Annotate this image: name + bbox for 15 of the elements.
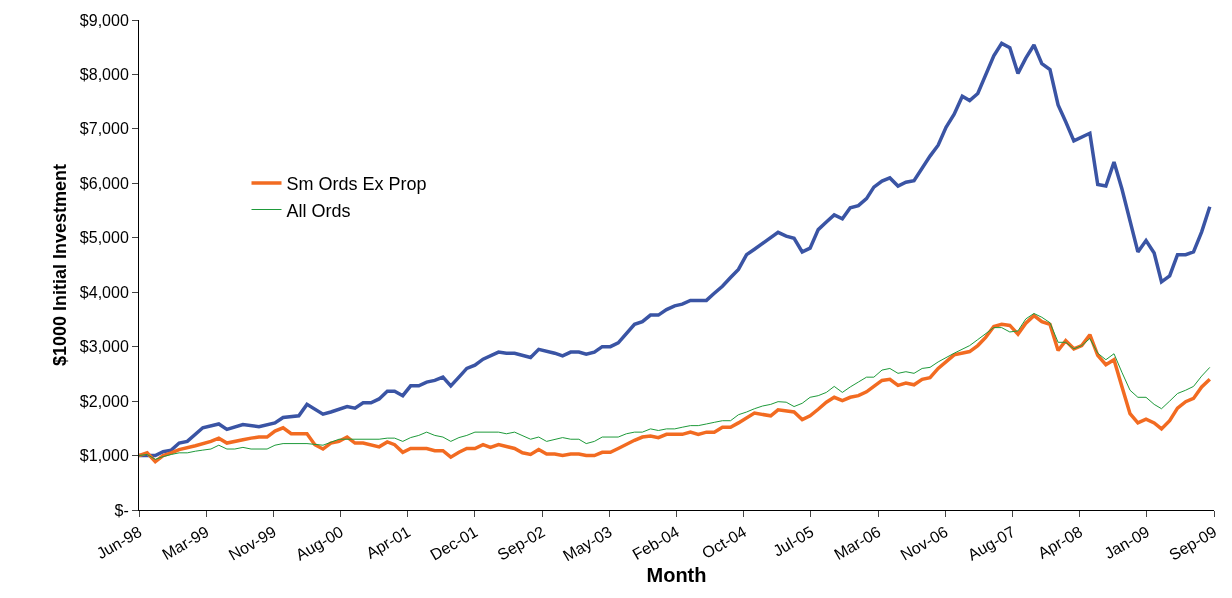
y-tick-label: $9,000: [79, 11, 129, 29]
y-tick-label: $8,000: [79, 66, 129, 84]
y-tick-label: $-: [114, 501, 129, 519]
y-tick-label: $1,000: [79, 447, 129, 465]
y-tick-label: $2,000: [79, 392, 129, 410]
y-tick-label: $5,000: [79, 229, 129, 247]
y-tick-label: $3,000: [79, 338, 129, 356]
line-series: [139, 41, 1212, 458]
y-tick-label: $7,000: [79, 120, 129, 138]
y-tick-label: $4,000: [79, 283, 129, 301]
x-axis-title: Month: [646, 563, 707, 586]
legend-label: Sm Ords Ex Prop: [286, 174, 427, 195]
y-tick-label: $6,000: [79, 174, 129, 192]
y-axis-title: $1000 Initial Investment: [50, 163, 71, 367]
legend-label: All Ords: [286, 200, 351, 221]
